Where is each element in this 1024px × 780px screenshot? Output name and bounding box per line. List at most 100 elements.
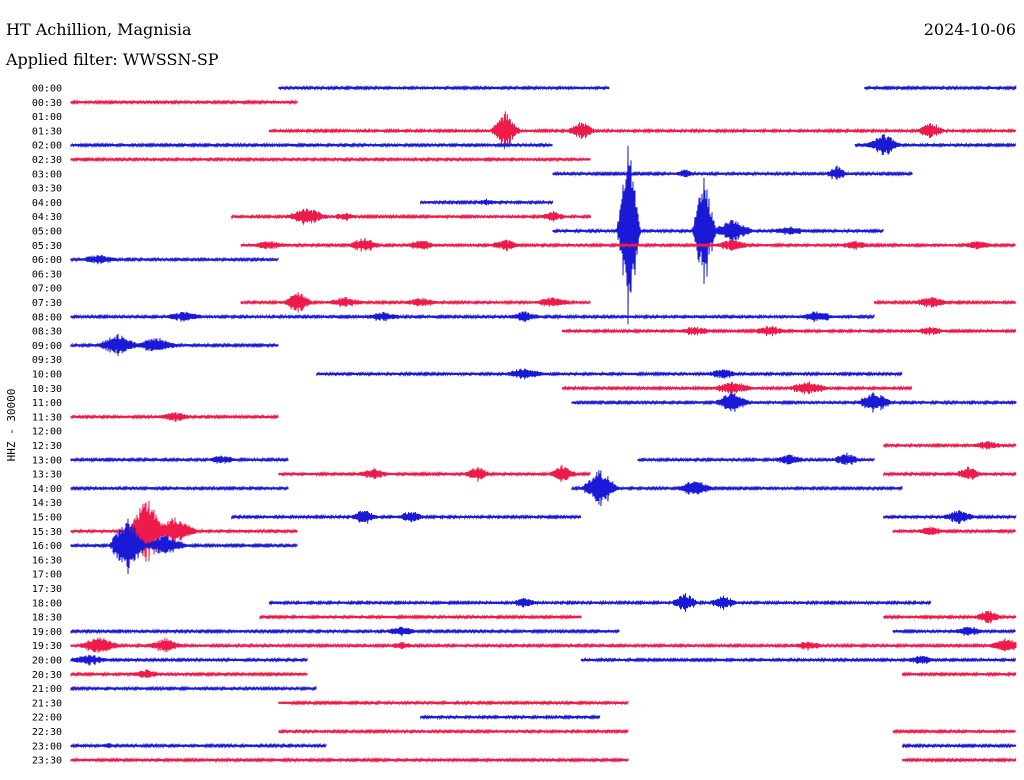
seismic-trace-segment [580, 655, 1016, 664]
seismic-trace-segment [70, 637, 1017, 653]
seismic-trace-segment [883, 610, 1017, 624]
seismic-trace-segment [873, 297, 1016, 308]
seismic-trace-segment [316, 368, 903, 380]
seismic-trace-segment [70, 685, 317, 692]
row-time-label: 16:30 [32, 555, 62, 566]
row-time-label: 17:00 [32, 570, 62, 581]
seismic-trace-segment [70, 455, 289, 464]
seismic-trace-segment [278, 84, 610, 92]
row-time-label: 03:00 [32, 169, 62, 180]
seismic-trace-segment [552, 165, 913, 180]
seismic-trace-segment [231, 208, 592, 225]
seismic-trace-segment [278, 699, 629, 706]
row-time-label: 00:00 [32, 84, 62, 95]
seismic-trace-segment [883, 441, 1017, 450]
traces-group [70, 84, 1017, 764]
row-time-label: 13:30 [32, 470, 62, 481]
row-time-label: 23:00 [32, 741, 62, 752]
row-time-label: 08:00 [32, 312, 62, 323]
row-time-label: 05:30 [32, 241, 62, 252]
seismic-trace-segment [883, 466, 1017, 480]
seismic-trace-segment [420, 714, 601, 721]
row-time-label: 00:30 [32, 98, 62, 109]
row-time-label: 10:30 [32, 384, 62, 395]
seismic-trace-segment [571, 391, 1017, 413]
seismic-trace-segment [70, 485, 289, 492]
seismic-trace-segment [70, 333, 279, 356]
tick-labels-group: 00:00 00:30 01:00 01:30 02:00 02:30 03:00 03:30… [32, 84, 62, 767]
row-time-label: 22:00 [32, 713, 62, 724]
row-time-label: 23:30 [32, 756, 62, 767]
row-time-label: 18:30 [32, 613, 62, 624]
row-time-label: 04:00 [32, 198, 62, 209]
seismic-trace-segment [70, 654, 308, 666]
seismic-trace-segment [70, 412, 279, 422]
seismic-trace-segment [892, 728, 1016, 735]
seismic-trace-segment [268, 111, 1016, 150]
seismic-trace-segment [70, 254, 279, 265]
seismic-trace-segment [70, 311, 875, 323]
seismic-trace-segment [70, 99, 298, 106]
row-time-label: 19:30 [32, 641, 62, 652]
seismic-trace-segment [561, 325, 1016, 337]
seismic-trace-segment [637, 452, 875, 465]
row-time-label: 09:30 [32, 355, 62, 366]
seismic-trace-segment [883, 510, 1017, 524]
filter-label: Applied filter: WWSSN-SP [6, 50, 219, 69]
seismic-trace-segment [70, 518, 298, 575]
seismic-trace-segment [70, 626, 620, 637]
row-time-label: 02:30 [32, 155, 62, 166]
row-time-label: 22:30 [32, 727, 62, 738]
row-time-label: 09:00 [32, 341, 62, 352]
seismic-trace-segment [70, 669, 308, 679]
seismic-trace-segment [552, 145, 884, 325]
seismic-trace-segment [892, 526, 1016, 536]
row-time-label: 10:00 [32, 370, 62, 381]
seismic-trace-segment [231, 510, 582, 524]
seismic-trace-segment [259, 613, 582, 621]
row-time-label: 06:00 [32, 255, 62, 266]
row-time-label: 03:30 [32, 184, 62, 195]
seismic-trace-segment [571, 470, 903, 507]
row-time-label: 14:00 [32, 484, 62, 495]
row-time-label: 11:30 [32, 412, 62, 423]
seismic-trace-segment [70, 141, 553, 149]
seismic-trace-segment [864, 84, 1017, 92]
row-time-label: 16:00 [32, 541, 62, 552]
row-time-label: 14:30 [32, 498, 62, 509]
row-time-label: 20:00 [32, 656, 62, 667]
seismic-trace-segment [70, 500, 298, 562]
seismic-trace-segment [561, 381, 912, 395]
seismic-trace-segment [278, 728, 629, 735]
row-time-label: 11:00 [32, 398, 62, 409]
row-time-label: 20:30 [32, 670, 62, 681]
y-axis-label: HHZ - 30000 [5, 389, 18, 462]
seismic-trace-segment [240, 237, 1016, 252]
seismic-trace-segment [70, 742, 327, 749]
row-time-label: 01:00 [32, 112, 62, 123]
row-time-label: 19:00 [32, 627, 62, 638]
row-time-label: 18:00 [32, 598, 62, 609]
seismic-trace-segment [70, 756, 629, 764]
row-time-label: 13:00 [32, 455, 62, 466]
row-time-label: 07:30 [32, 298, 62, 309]
seismic-trace-segment [902, 671, 1017, 678]
seismic-trace-segment [278, 464, 591, 482]
row-time-label: 04:30 [32, 212, 62, 223]
row-time-label: 12:00 [32, 427, 62, 438]
seismic-trace-segment [420, 198, 554, 206]
row-time-label: 12:30 [32, 441, 62, 452]
row-time-label: 01:30 [32, 126, 62, 137]
seismic-trace-segment [240, 292, 591, 313]
row-time-label: 21:00 [32, 684, 62, 695]
row-time-label: 07:00 [32, 284, 62, 295]
row-time-label: 02:00 [32, 141, 62, 152]
row-time-label: 17:30 [32, 584, 62, 595]
seismic-trace-segment [268, 593, 931, 612]
seismic-trace-segment [902, 756, 1017, 764]
station-title: HT Achillion, Magnisia [6, 20, 192, 39]
row-time-label: 15:30 [32, 527, 62, 538]
row-time-label: 21:30 [32, 698, 62, 709]
record-date: 2024-10-06 [923, 20, 1016, 39]
